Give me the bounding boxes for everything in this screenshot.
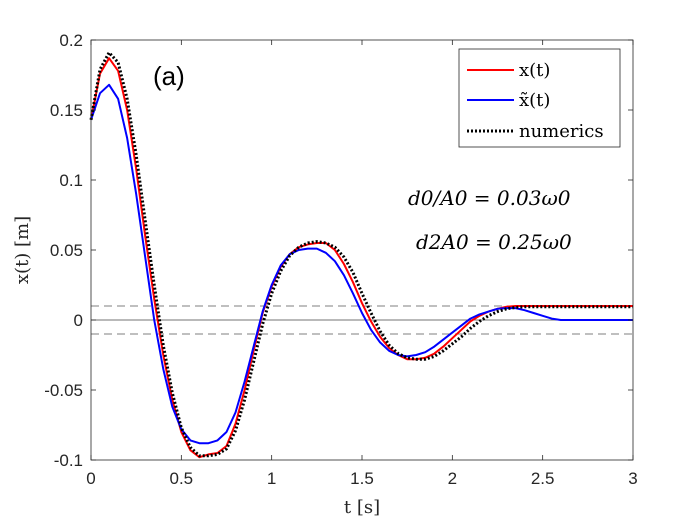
y-tick-label: 0.1 [59, 171, 83, 190]
x-tick-label: 0 [86, 469, 95, 488]
y-tick-label: 0.15 [50, 101, 83, 120]
y-axis-label: x(t) [m] [12, 216, 33, 284]
x-tick-label: 3 [628, 469, 637, 488]
y-tick-label: 0.05 [50, 241, 83, 260]
y-tick-label: 0.2 [59, 31, 83, 50]
ticks: 0 0.5 1 1.5 2 2.5 3 -0.1 -0.05 0 0.05 0.1 0.15 0.2 [44, 31, 637, 488]
y-tick-label: -0.1 [54, 451, 83, 470]
panel-label: (a) [153, 61, 185, 91]
legend: x(t) x̃(t) numerics [458, 48, 621, 148]
y-tick-label: 0 [74, 311, 83, 330]
annotation-d2-a0: d2A0 = 0.25ω0 [416, 230, 572, 254]
series-line-x-tilde-of-t [90, 83, 633, 445]
legend-label-x-tilde: x̃(t) [519, 90, 550, 111]
x-tick-label: 2.5 [531, 469, 555, 488]
x-tick-label: 1 [267, 469, 276, 488]
annotation-d0-a0: d0/A0 = 0.03ω0 [408, 186, 571, 210]
x-axis-label: t [s] [344, 497, 380, 518]
legend-box [458, 48, 621, 148]
y-tick-label: -0.05 [44, 381, 83, 400]
x-tick-label: 0.5 [170, 469, 194, 488]
legend-label-x: x(t) [519, 60, 550, 81]
x-tick-label: 2 [448, 469, 457, 488]
legend-label-numerics: numerics [519, 121, 604, 142]
x-tick-label: 1.5 [350, 469, 374, 488]
reference-lines [91, 305, 633, 335]
series-layer [89, 51, 633, 459]
